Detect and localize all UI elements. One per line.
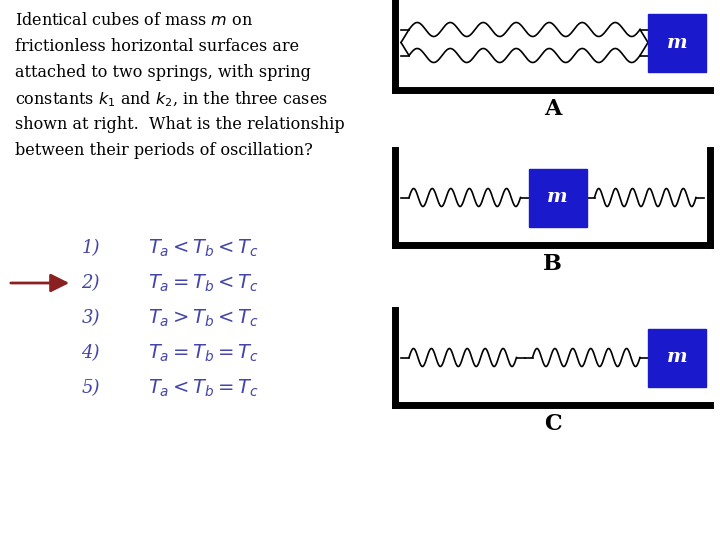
Text: 4): 4)	[81, 344, 100, 362]
Text: constants $k_1$ and $k_2$, in the three cases: constants $k_1$ and $k_2$, in the three …	[15, 90, 328, 110]
Text: 3): 3)	[81, 309, 100, 327]
Text: m: m	[547, 188, 568, 206]
Text: $T_a < T_b = T_c$: $T_a < T_b = T_c$	[148, 377, 259, 399]
Text: shown at right.  What is the relationship: shown at right. What is the relationship	[15, 116, 345, 133]
Bar	[528, 168, 587, 226]
Text: 2): 2)	[81, 274, 100, 292]
Text: $T_a < T_b < T_c$: $T_a < T_b < T_c$	[148, 238, 259, 259]
Bar	[648, 328, 706, 387]
Text: $T_a = T_b = T_c$: $T_a = T_b = T_c$	[148, 342, 259, 363]
Text: $T_a = T_b < T_c$: $T_a = T_b < T_c$	[148, 272, 259, 294]
Text: attached to two springs, with spring: attached to two springs, with spring	[15, 64, 311, 81]
Text: $T_a > T_b < T_c$: $T_a > T_b < T_c$	[148, 307, 259, 329]
Text: C: C	[544, 413, 562, 435]
Text: Identical cubes of mass $m$ on: Identical cubes of mass $m$ on	[15, 12, 253, 29]
Text: between their periods of oscillation?: between their periods of oscillation?	[15, 142, 312, 159]
Text: m: m	[667, 348, 688, 367]
Text: frictionless horizontal surfaces are: frictionless horizontal surfaces are	[15, 38, 299, 55]
Text: 1): 1)	[81, 239, 100, 257]
Text: A: A	[544, 98, 561, 120]
Text: 5): 5)	[81, 379, 100, 397]
Text: B: B	[543, 253, 562, 275]
Bar	[648, 14, 706, 71]
Text: m: m	[667, 33, 688, 51]
